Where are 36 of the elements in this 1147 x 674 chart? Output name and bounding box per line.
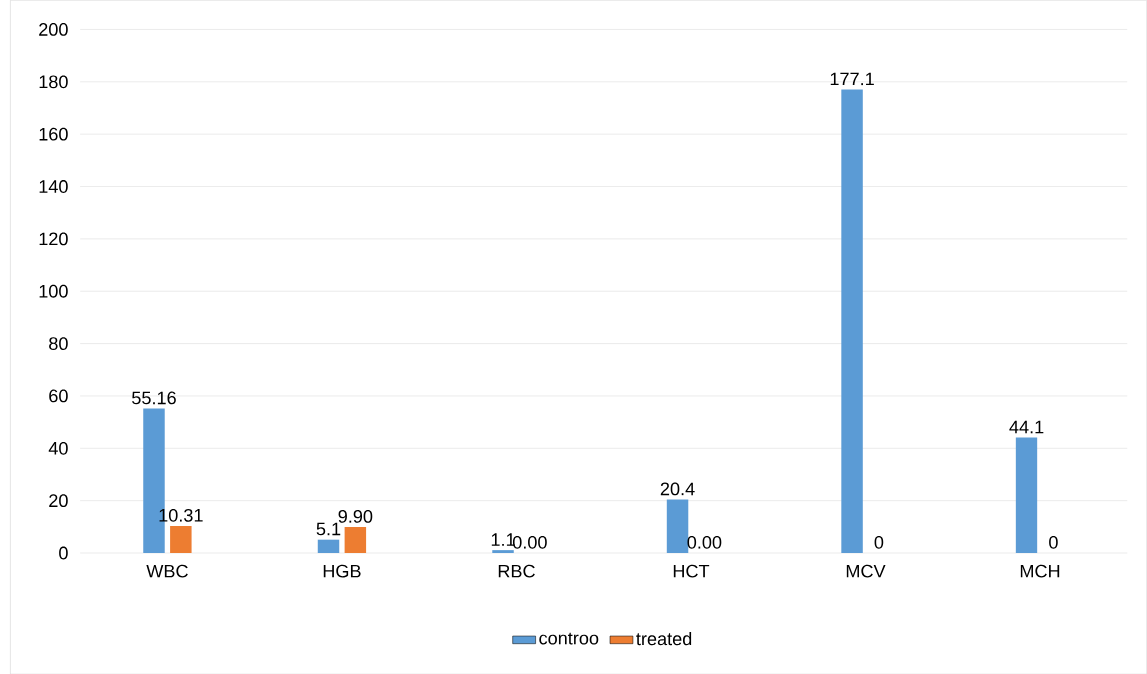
y-tick-label: 60 bbox=[49, 389, 68, 403]
x-tick-label: MCH bbox=[1020, 564, 1060, 578]
legend-label: treated bbox=[636, 631, 692, 646]
x-tick-label: HGB bbox=[323, 564, 361, 578]
data-label: 1.1 bbox=[491, 533, 515, 546]
bar bbox=[170, 525, 192, 553]
y-tick-label: 0 bbox=[59, 546, 68, 560]
data-label: 177.1 bbox=[830, 72, 874, 85]
data-label: 9.90 bbox=[338, 509, 373, 523]
x-tick-label: WBC bbox=[146, 564, 188, 578]
y-tick-label: 140 bbox=[39, 179, 68, 193]
bar bbox=[841, 89, 863, 553]
y-tick-label: 100 bbox=[39, 284, 68, 298]
y-tick-label: 20 bbox=[49, 494, 68, 507]
y-tick-label: 120 bbox=[39, 232, 68, 246]
data-label: 0.00 bbox=[512, 535, 547, 549]
legend-label: controo bbox=[539, 632, 599, 645]
y-tick-label: 160 bbox=[39, 127, 68, 141]
data-label: 44.1 bbox=[1009, 420, 1044, 434]
data-label: 0 bbox=[874, 535, 884, 549]
bar bbox=[666, 499, 689, 553]
y-tick-label: 80 bbox=[49, 336, 68, 350]
bar bbox=[492, 549, 514, 553]
y-tick-label: 40 bbox=[48, 441, 68, 455]
bar bbox=[317, 539, 340, 553]
y-tick-label: 200 bbox=[39, 22, 68, 36]
x-tick-label: RBC bbox=[498, 564, 535, 578]
bar bbox=[344, 526, 367, 553]
data-label: 20.4 bbox=[660, 482, 695, 496]
x-tick-label: HCT bbox=[673, 564, 710, 578]
data-label: 5.1 bbox=[316, 522, 341, 536]
data-label: 55.16 bbox=[132, 391, 176, 405]
x-tick-label: MCV bbox=[846, 564, 886, 578]
bar bbox=[1015, 437, 1038, 553]
y-tick-label: 180 bbox=[39, 75, 68, 88]
data-label: 0 bbox=[1049, 535, 1058, 549]
